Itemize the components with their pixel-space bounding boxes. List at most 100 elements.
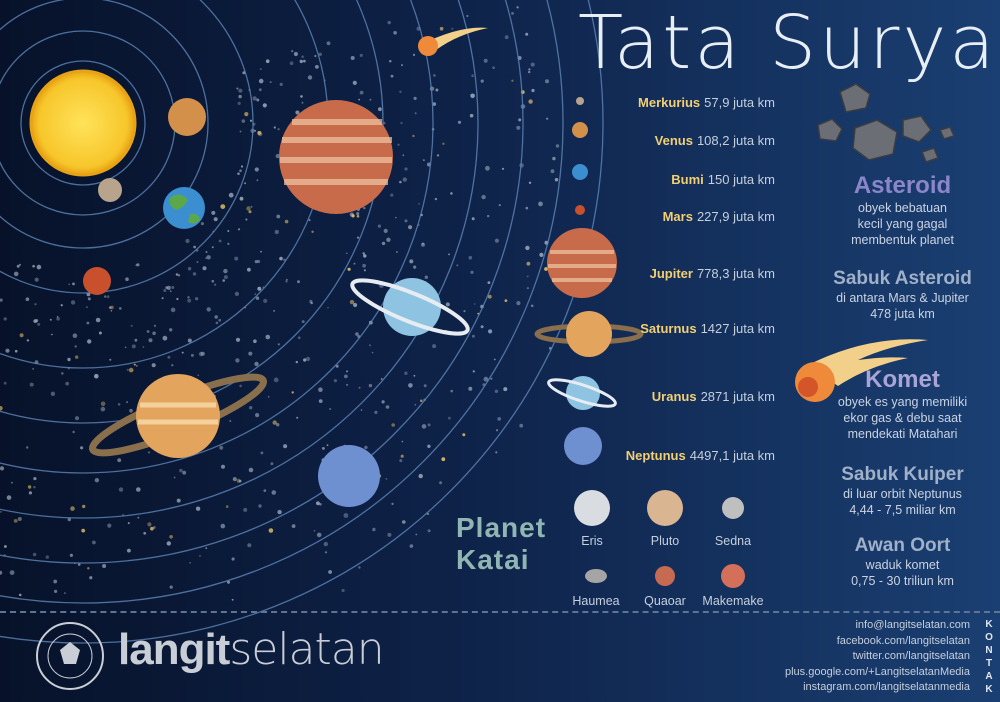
star (433, 74, 436, 77)
star (413, 96, 417, 100)
star (82, 504, 86, 509)
star (308, 219, 311, 222)
star (249, 406, 253, 410)
star (205, 251, 208, 253)
star (427, 529, 431, 533)
star (77, 563, 81, 566)
star (147, 451, 151, 454)
planet-distance: 108,2 juta km (696, 133, 775, 148)
star (487, 281, 491, 284)
star (368, 344, 372, 347)
star (255, 296, 260, 300)
earth (163, 187, 205, 229)
star (34, 277, 39, 282)
star (296, 416, 299, 419)
contact-email[interactable]: info@langitselatan.com (855, 619, 970, 631)
star (483, 376, 489, 382)
kuiper-desc: di luar orbit Neptunus (843, 487, 962, 501)
star (254, 260, 258, 264)
star (34, 303, 37, 306)
star (189, 562, 191, 564)
contact-twitter[interactable]: twitter.com/langitselatan (852, 650, 970, 662)
star (163, 289, 167, 292)
star (301, 101, 304, 104)
planet-name: Jupiter (649, 266, 693, 281)
star (436, 154, 440, 157)
star (56, 317, 60, 321)
star (297, 280, 300, 284)
star (328, 570, 332, 574)
star (362, 263, 366, 268)
orbit-ring (0, 0, 254, 294)
star (358, 98, 361, 101)
star (286, 278, 288, 281)
star (153, 324, 157, 327)
star (309, 299, 313, 304)
star (530, 304, 534, 308)
oort-desc: 0,75 - 30 triliun km (851, 574, 954, 588)
star (324, 551, 328, 554)
asteroid-belt-title: Sabuk Asteroid (833, 268, 972, 289)
planet-row-saturnus: Saturnus 1427 juta km (640, 321, 775, 336)
star (409, 259, 414, 264)
star (32, 368, 34, 370)
star (450, 389, 454, 393)
star (391, 502, 394, 505)
star (102, 564, 107, 568)
star (471, 334, 475, 338)
star (277, 128, 280, 131)
star (197, 374, 199, 377)
kuiper-info: Sabuk Kuiper di luar orbit Neptunus 4,44… (810, 464, 995, 518)
star (303, 59, 306, 63)
star (171, 364, 174, 367)
star (399, 180, 402, 184)
star (385, 478, 388, 480)
star (504, 299, 508, 302)
star (343, 513, 349, 518)
comet-info: Komet obyek es yang memiliki ekor gas & … (810, 366, 995, 442)
star (399, 90, 402, 94)
star (498, 204, 501, 207)
star (249, 119, 253, 122)
orbit-ring (0, 0, 479, 519)
star (402, 177, 407, 182)
star (390, 74, 394, 78)
contact-instagram[interactable]: instagram.com/langitselatanmedia (803, 681, 970, 693)
star (450, 192, 453, 195)
planet-distance: 57,9 juta km (704, 95, 775, 110)
star (133, 363, 136, 366)
star (72, 282, 75, 286)
star (271, 490, 277, 495)
star (276, 423, 280, 427)
uranus-icon (547, 376, 617, 410)
star (316, 532, 322, 538)
star (381, 400, 385, 404)
star (346, 370, 348, 373)
star (350, 56, 355, 60)
star (273, 126, 276, 129)
planet-distance: 2871 juta km (700, 389, 775, 404)
star (492, 66, 495, 69)
star (87, 567, 90, 570)
star (518, 118, 522, 122)
star (442, 142, 445, 145)
star (19, 333, 24, 338)
page-title: Tata Surya (578, 0, 998, 86)
star (285, 280, 288, 283)
star (219, 445, 224, 450)
star (169, 585, 173, 589)
star (100, 406, 106, 412)
star (13, 519, 18, 523)
contact-facebook[interactable]: facebook.com/langitselatan (836, 634, 970, 647)
sedna-icon (722, 497, 744, 519)
star (0, 570, 3, 575)
star (223, 275, 228, 280)
contact-googleplus[interactable]: plus.google.com/+LangitselatanMedia (785, 665, 970, 678)
star (74, 416, 80, 421)
star (305, 356, 311, 362)
star (147, 522, 152, 527)
comet-small (418, 27, 488, 56)
star (213, 217, 218, 222)
sun (29, 69, 137, 177)
